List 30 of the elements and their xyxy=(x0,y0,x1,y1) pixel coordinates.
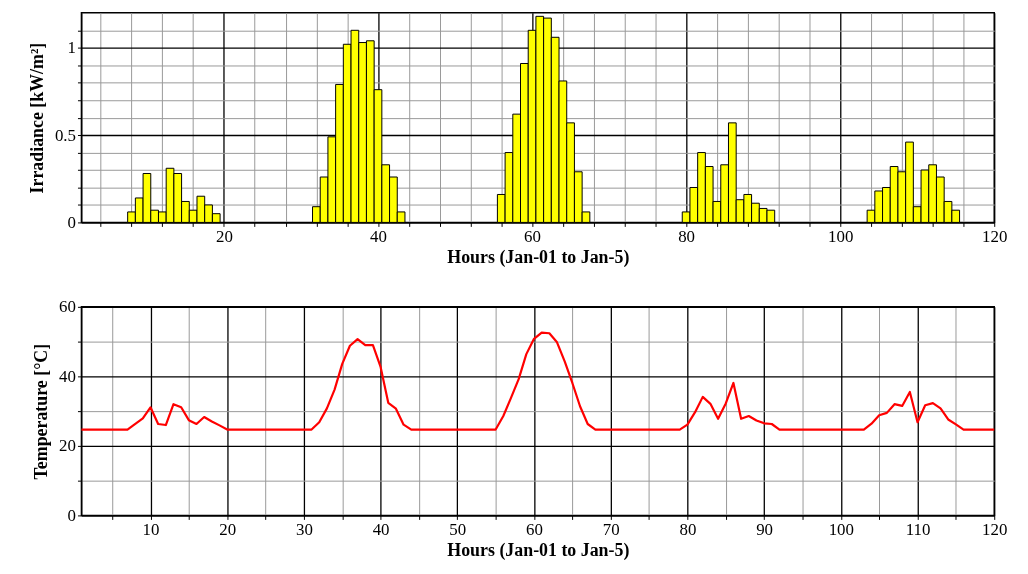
line-series xyxy=(80,331,996,431)
x-tick-label: 60 xyxy=(524,226,541,246)
x-tick-label: 120 xyxy=(982,226,1008,246)
x-tick-label: 30 xyxy=(295,519,313,539)
y-tick-label: 1 xyxy=(67,38,76,58)
x-tick-label: 110 xyxy=(905,519,931,539)
y-tick-label: 0 xyxy=(67,505,76,525)
x-axis-title: Hours (Jan-01 to Jan-5) xyxy=(447,539,630,561)
x-tick-label: 20 xyxy=(219,519,237,539)
x-tick-label: 80 xyxy=(679,519,697,539)
y-tick-label: 60 xyxy=(59,297,76,317)
x-tick-label: 10 xyxy=(142,519,160,539)
x-tick-label: 100 xyxy=(828,226,854,246)
y-tick-label: 0 xyxy=(67,212,76,232)
x-tick-label: 120 xyxy=(982,519,1008,539)
x-tick-label: 60 xyxy=(526,519,543,539)
y-tick-label: 40 xyxy=(59,366,76,386)
y-axis-title: Irradiance [kW/m²] xyxy=(26,42,47,194)
x-tick-label: 40 xyxy=(372,519,390,539)
x-axis-title: Hours (Jan-01 to Jan-5) xyxy=(447,246,630,268)
y-tick-label: 0.5 xyxy=(54,125,76,145)
y-axis-title: Temperature [°C] xyxy=(31,343,52,480)
x-tick-label: 70 xyxy=(602,519,620,539)
x-tick-label: 40 xyxy=(370,226,387,246)
x-tick-label: 80 xyxy=(678,226,696,246)
x-tick-label: 20 xyxy=(216,226,233,246)
x-tick-label: 50 xyxy=(449,519,467,539)
x-tick-label: 90 xyxy=(756,519,774,539)
x-tick-label: 100 xyxy=(828,519,854,539)
y-tick-label: 20 xyxy=(59,436,76,456)
